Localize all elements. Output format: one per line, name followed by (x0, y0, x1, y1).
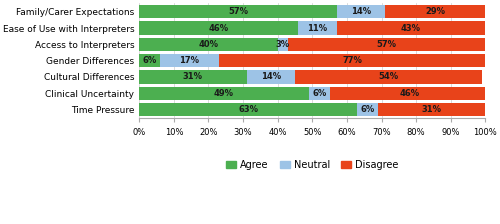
Text: 14%: 14% (260, 72, 281, 81)
Bar (140, 38, 278, 51)
Bar (246, 70, 295, 84)
Text: 57%: 57% (376, 40, 396, 49)
Text: 3%: 3% (276, 40, 290, 49)
Bar (140, 54, 160, 67)
Bar (140, 5, 336, 18)
Bar (295, 70, 482, 84)
Text: 43%: 43% (401, 24, 421, 32)
Text: 77%: 77% (342, 56, 362, 65)
Bar (378, 103, 486, 116)
Text: 54%: 54% (378, 72, 398, 81)
Text: 6%: 6% (312, 89, 326, 98)
Text: 57%: 57% (228, 7, 248, 16)
Text: 49%: 49% (214, 89, 234, 98)
Bar (140, 21, 298, 35)
Bar (278, 38, 288, 51)
Text: 63%: 63% (238, 105, 258, 114)
Text: 46%: 46% (209, 24, 229, 32)
Text: 46%: 46% (399, 89, 419, 98)
Bar (140, 70, 246, 84)
Bar (288, 38, 486, 51)
Bar (330, 86, 489, 100)
Bar (336, 21, 486, 35)
Bar (309, 86, 330, 100)
Text: 40%: 40% (198, 40, 218, 49)
Bar (336, 5, 385, 18)
Bar (219, 54, 485, 67)
Bar (140, 86, 309, 100)
Legend: Agree, Neutral, Disagree: Agree, Neutral, Disagree (222, 156, 402, 174)
Text: 17%: 17% (180, 56, 200, 65)
Bar (358, 103, 378, 116)
Text: 14%: 14% (350, 7, 371, 16)
Text: 31%: 31% (422, 105, 442, 114)
Text: 31%: 31% (183, 72, 203, 81)
Text: 6%: 6% (142, 56, 157, 65)
Bar (160, 54, 219, 67)
Bar (385, 5, 486, 18)
Text: 11%: 11% (308, 24, 328, 32)
Text: 29%: 29% (425, 7, 445, 16)
Bar (140, 103, 358, 116)
Text: 6%: 6% (360, 105, 375, 114)
Bar (298, 21, 337, 35)
